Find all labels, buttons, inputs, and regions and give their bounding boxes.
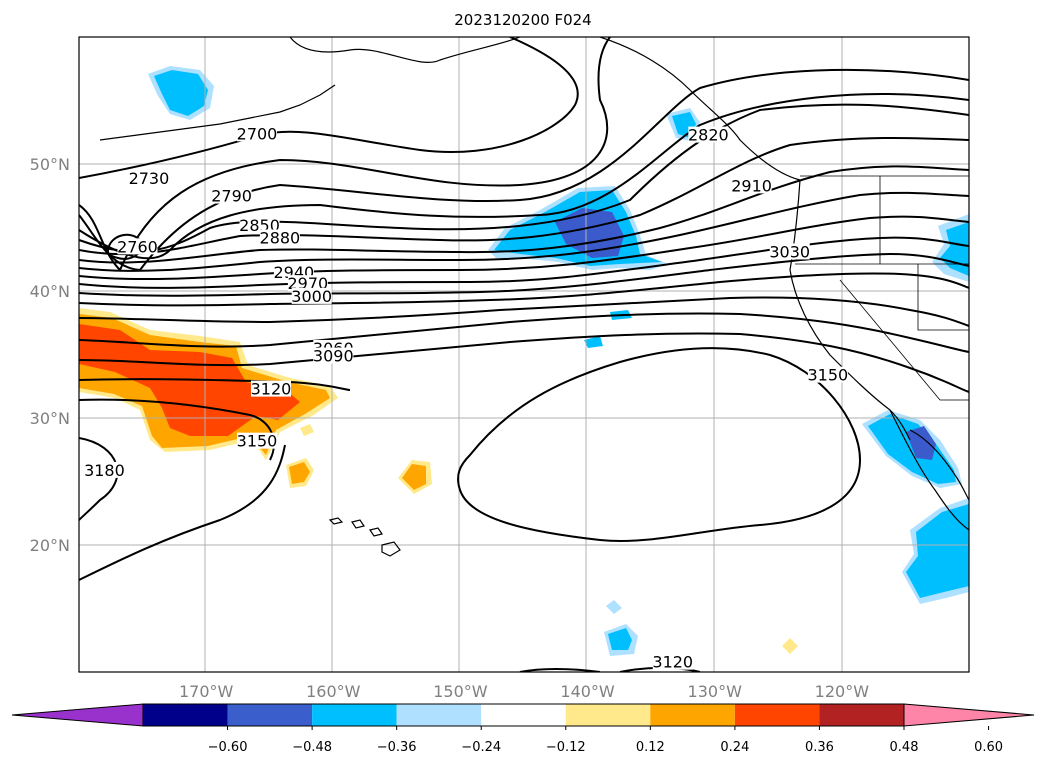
contour-label-halo — [688, 126, 729, 143]
negative-anomaly-spot — [584, 336, 603, 348]
lat-tick-label: 30°N — [30, 409, 70, 428]
aleutian-islands — [99, 84, 336, 141]
contour-label: 3000 — [291, 287, 332, 306]
negative-anomaly-region — [154, 70, 208, 116]
contour-label: 2880 — [260, 228, 301, 247]
contour-label: 3150 — [237, 432, 278, 451]
contour-label-halo — [731, 177, 772, 194]
positive-anomaly-spot — [300, 424, 314, 436]
colorbar-segment — [565, 704, 651, 726]
contour-label-halo — [237, 125, 277, 142]
latitude-labels: 20°N 30°N 40°N 50°N — [30, 155, 70, 555]
colorbar-tick-label: −0.48 — [292, 740, 332, 755]
contour-label: 3180 — [84, 461, 125, 480]
contour-labels: 2700273027602790282028502880291029402970… — [84, 124, 848, 671]
colorbar-tick-label: −0.24 — [461, 740, 501, 755]
colorbar-tick-label: 0.60 — [974, 740, 1003, 755]
contour-label: 3120 — [652, 653, 693, 672]
colorbar-extend-max — [903, 703, 1035, 727]
lat-tick-label: 40°N — [30, 282, 70, 301]
contour-label: 2700 — [237, 124, 278, 143]
colorbar-segment — [143, 704, 228, 726]
contour-label: 2910 — [731, 176, 772, 195]
colorbar-extend-min — [11, 703, 144, 727]
contour-label-halo — [287, 275, 328, 292]
colorbar-segment — [312, 704, 397, 726]
lon-tick-label: 170°W — [179, 682, 234, 701]
colorbar-segment — [734, 704, 820, 726]
height-contours — [79, 37, 969, 672]
contour-label-halo — [291, 287, 332, 304]
colorbar-tick-label: 0.24 — [720, 740, 749, 755]
us-west-coast — [789, 179, 911, 441]
alaska-panhandle — [599, 37, 801, 181]
contour-label: 3150 — [808, 366, 849, 385]
contour-label-halo — [211, 187, 252, 204]
coastlines — [99, 37, 969, 557]
map-panel — [78, 36, 970, 673]
colorbar-frame — [142, 703, 905, 727]
colorbar-tick-label: 0.12 — [636, 740, 665, 755]
negative-anomaly-core — [906, 426, 936, 460]
colorbar-segment — [481, 704, 566, 726]
figure-title: 2023120200 F024 — [454, 11, 591, 29]
contour-label-halo — [807, 366, 848, 383]
positive-anomaly-spot — [782, 638, 798, 654]
colorbar-segment — [396, 704, 482, 726]
baja-coast — [889, 409, 969, 531]
contour-label-halo — [117, 238, 158, 255]
contour-label: 2730 — [129, 169, 170, 188]
positive-anomaly-spot — [289, 462, 310, 484]
contour-label-halo — [239, 216, 280, 233]
negative-anomaly-region — [940, 222, 969, 276]
negative-anomaly-region — [868, 414, 956, 484]
contour-label-halo — [250, 380, 291, 397]
negative-anomaly-spot — [606, 600, 622, 614]
contour-label-halo — [259, 229, 300, 246]
contour-label: 3030 — [769, 242, 810, 261]
mexico-coast — [909, 429, 969, 501]
alaska-coast — [289, 37, 521, 63]
lon-tick-label: 130°W — [688, 682, 743, 701]
positive-anomaly-spot — [402, 464, 426, 490]
colorbar-tick-label: 0.36 — [805, 740, 834, 755]
contour-label: 2820 — [688, 126, 729, 145]
negative-anomaly-spot — [608, 628, 632, 650]
colorbar-tick-label: −0.12 — [546, 740, 586, 755]
contour-label-halo — [84, 461, 125, 478]
lat-tick-label: 50°N — [30, 155, 70, 174]
lat-tick-label: 20°N — [30, 536, 70, 555]
lon-tick-label: 150°W — [433, 682, 488, 701]
colorbar-tick-label: −0.36 — [377, 740, 417, 755]
contour-label-halo — [769, 243, 810, 260]
contour-label-halo — [128, 169, 169, 186]
contour-label-halo — [237, 432, 277, 449]
colorbar-tick-label: −0.60 — [208, 740, 248, 755]
lon-tick-label: 120°W — [815, 682, 870, 701]
contour-label: 2760 — [117, 237, 158, 256]
contour-label-halo — [313, 347, 354, 364]
contour-label: 3090 — [313, 347, 354, 366]
colorbar-segment — [819, 704, 904, 726]
colorbar-segment — [650, 704, 735, 726]
state-borders — [795, 175, 969, 401]
plot-frame — [78, 36, 970, 673]
lon-tick-label: 140°W — [560, 682, 615, 701]
graticule — [79, 37, 969, 672]
colorbar-segment — [227, 704, 313, 726]
colorbar: −0.60 −0.48 −0.36 −0.24 −0.12 0.12 0.24 0.36 0.4… — [11, 703, 1035, 755]
lon-tick-label: 160°W — [306, 682, 361, 701]
longitude-labels: 170°W 160°W 150°W 140°W 130°W 120°W — [179, 682, 869, 701]
negative-anomaly-region — [906, 504, 969, 598]
hawaiian-islands — [328, 517, 401, 557]
contour-label: 3120 — [251, 380, 292, 399]
contour-label: 2790 — [211, 187, 252, 206]
colorbar-tick-label: 0.48 — [890, 740, 919, 755]
contour-label-halo — [652, 653, 693, 670]
